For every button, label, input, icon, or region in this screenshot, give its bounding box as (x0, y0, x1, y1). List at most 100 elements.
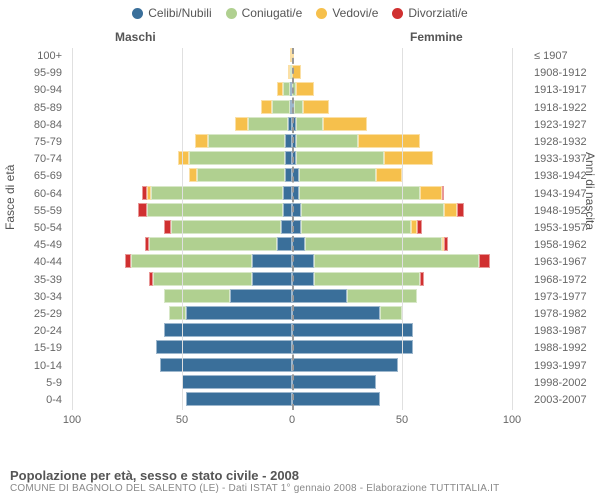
bar-segment-female (292, 358, 398, 372)
bar-segment-female (292, 306, 380, 320)
bar-segment-male (277, 82, 284, 96)
birth-year-label: 1963-1967 (534, 254, 587, 270)
age-label: 20-24 (34, 323, 62, 339)
bar-segment-female (479, 254, 490, 268)
age-label: 55-59 (34, 203, 62, 219)
birth-year-label: 1978-1982 (534, 306, 587, 322)
bar-segment-male (230, 289, 292, 303)
age-label: 45-49 (34, 237, 62, 253)
gridline (72, 48, 73, 410)
bar-segment-male (261, 100, 272, 114)
x-tick-label: 0 (289, 414, 295, 426)
bar-segment-male (149, 237, 277, 251)
bar-segment-male (171, 220, 281, 234)
bar-segment-male (189, 168, 198, 182)
bar-segment-male (178, 151, 189, 165)
bar-segment-female (301, 203, 444, 217)
legend-label: Coniugati/e (242, 6, 303, 20)
bar-segment-male (195, 134, 208, 148)
bar-segment-female (296, 151, 384, 165)
age-label: 15-19 (34, 340, 62, 356)
bar-segment-male (197, 168, 285, 182)
bar-segment-female (294, 100, 303, 114)
bar-segment-male (283, 82, 290, 96)
bar-segment-female (347, 289, 417, 303)
age-label: 0-4 (46, 392, 62, 408)
bar-segment-female (303, 100, 329, 114)
bar-segment-male (248, 117, 288, 131)
y-labels-birth: ≤ 19071908-19121913-19171918-19221923-19… (528, 48, 600, 410)
bar-segment-male (145, 237, 149, 251)
bar-segment-female (292, 340, 413, 354)
birth-year-label: 1928-1932 (534, 134, 587, 150)
bar-segment-male (189, 151, 286, 165)
birth-year-label: 1958-1962 (534, 237, 587, 253)
legend-swatch (226, 8, 237, 19)
legend-item: Coniugati/e (226, 6, 303, 20)
age-label: 10-14 (34, 358, 62, 374)
bar-segment-female (411, 220, 418, 234)
legend-item: Divorziati/e (392, 6, 467, 20)
footer-title: Popolazione per età, sesso e stato civil… (10, 468, 590, 483)
bar-segment-male (125, 254, 132, 268)
legend-swatch (132, 8, 143, 19)
bar-segment-female (314, 254, 479, 268)
gridline (182, 48, 183, 410)
birth-year-label: 1918-1922 (534, 100, 587, 116)
age-label: 40-44 (34, 254, 62, 270)
birth-year-label: 1948-1952 (534, 203, 587, 219)
legend-label: Divorziati/e (408, 6, 467, 20)
legend-label: Celibi/Nubili (148, 6, 211, 20)
age-label: 5-9 (46, 375, 62, 391)
bar-segment-male (182, 375, 292, 389)
age-label: 80-84 (34, 117, 62, 133)
bar-segment-male (281, 220, 292, 234)
bar-segment-female (358, 134, 420, 148)
bar-segment-female (323, 117, 367, 131)
centerline (292, 48, 294, 410)
bar-segment-female (417, 220, 421, 234)
x-tick-label: 50 (396, 414, 408, 426)
age-label: 100+ (37, 48, 62, 64)
birth-year-label: 1968-1972 (534, 272, 587, 288)
bar-segment-male (277, 237, 292, 251)
age-label: 70-74 (34, 151, 62, 167)
y-labels-age: 100+95-9990-9485-8980-8475-7970-7465-696… (0, 48, 68, 410)
female-title: Femmine (410, 30, 463, 44)
bar-segment-female (292, 375, 376, 389)
birth-year-label: 1953-1957 (534, 220, 587, 236)
legend-swatch (316, 8, 327, 19)
bar-segment-male (272, 100, 290, 114)
birth-year-label: 2003-2007 (534, 392, 587, 408)
bar-segment-male (283, 186, 292, 200)
gridline (512, 48, 513, 410)
footer-subtitle: COMUNE DI BAGNOLO DEL SALENTO (LE) - Dat… (10, 483, 590, 494)
bar-segment-male (131, 254, 252, 268)
bar-segment-male (252, 272, 292, 286)
bar-segment-male (151, 186, 283, 200)
legend-swatch (392, 8, 403, 19)
birth-year-label: 1993-1997 (534, 358, 587, 374)
bar-segment-male (147, 186, 151, 200)
bar-segment-male (169, 306, 187, 320)
bar-segment-male (208, 134, 285, 148)
bar-segment-female (376, 168, 402, 182)
bar-segment-male (252, 254, 292, 268)
gridline (402, 48, 403, 410)
bar-segment-female (292, 392, 380, 406)
bar-segment-male (186, 392, 292, 406)
bar-segment-female (384, 151, 432, 165)
legend: Celibi/Nubili Coniugati/e Vedovi/e Divorzia… (0, 0, 600, 20)
x-ticks: 10050050100 (72, 412, 512, 428)
x-tick-label: 100 (503, 414, 521, 426)
bar-segment-male (160, 358, 292, 372)
population-pyramid-chart: Celibi/Nubili Coniugati/e Vedovi/e Divorzia… (0, 0, 600, 500)
birth-year-label: 1988-1992 (534, 340, 587, 356)
bar-segment-male (235, 117, 248, 131)
bar-segment-male (164, 289, 230, 303)
legend-item: Vedovi/e (316, 6, 378, 20)
bar-segment-male (288, 65, 290, 79)
bar-segment-male (164, 323, 292, 337)
footer: Popolazione per età, sesso e stato civil… (10, 468, 590, 494)
birth-year-label: 1983-1987 (534, 323, 587, 339)
